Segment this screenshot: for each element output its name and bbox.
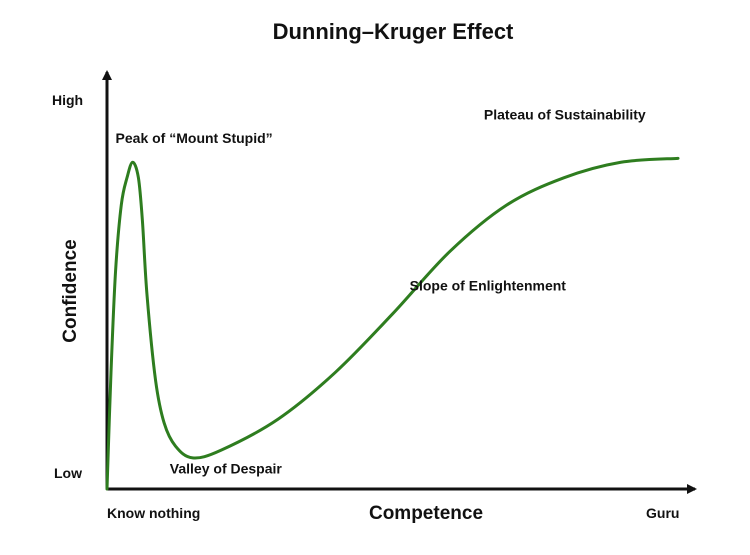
y-tick-high: High <box>52 92 83 108</box>
y-axis-label: Confidence <box>60 239 81 342</box>
x-axis-label: Competence <box>369 503 483 524</box>
chart-title: Dunning–Kruger Effect <box>273 19 514 44</box>
annotation-plateau-of-sustainability: Plateau of Sustainability <box>484 106 646 122</box>
x-tick-know-nothing: Know nothing <box>107 505 200 521</box>
x-tick-guru: Guru <box>646 505 679 521</box>
annotation-peak-mount-stupid: Peak of “Mount Stupid” <box>116 130 273 146</box>
annotation-group: Peak of “Mount Stupid” Valley of Despair S… <box>116 106 646 476</box>
annotation-valley-of-despair: Valley of Despair <box>170 460 283 476</box>
series-line <box>105 156 680 491</box>
annotation-slope-of-enlightenment: Slope of Enlightenment <box>410 278 567 294</box>
y-tick-low: Low <box>54 465 82 481</box>
